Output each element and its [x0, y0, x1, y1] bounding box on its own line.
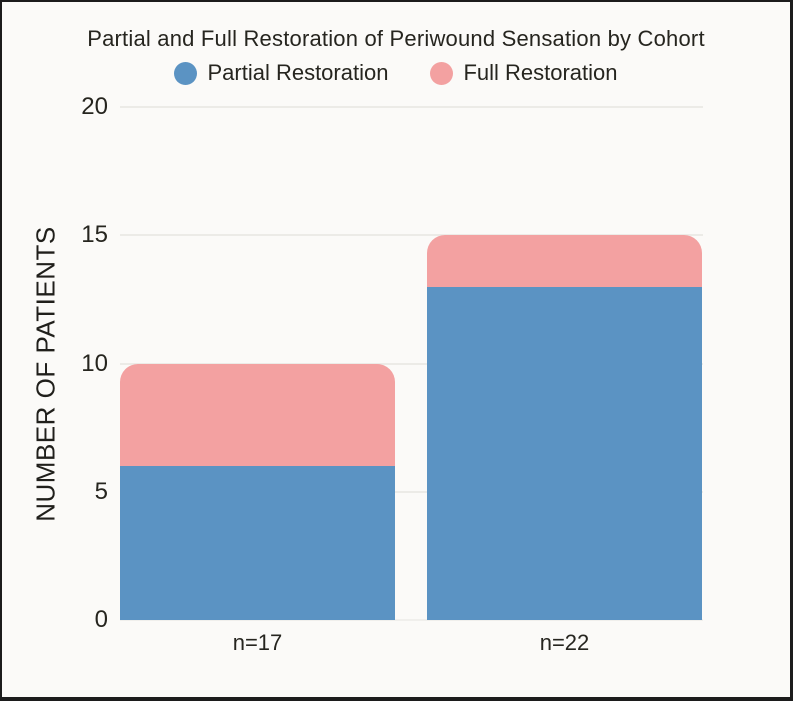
- legend: Partial Restoration Full Restoration: [2, 58, 790, 88]
- chart-title: Partial and Full Restoration of Periwoun…: [87, 26, 705, 51]
- gridline-0: [120, 619, 703, 621]
- gridline-10: [120, 362, 703, 365]
- legend-item-full-restoration: Full Restoration: [430, 60, 618, 86]
- gridline-20: [120, 106, 703, 108]
- y-tick-label-0: 0: [94, 606, 108, 633]
- bar-n=17-partial-segment: [120, 466, 395, 620]
- legend-label-full: Full Restoration: [463, 60, 618, 85]
- bar-n=22-partial-segment: [427, 286, 702, 620]
- x-tick-label-n=17: n=17: [232, 630, 283, 655]
- y-tick-label-20: 20: [81, 93, 108, 120]
- bar-n=17-full-segment: [120, 363, 395, 467]
- legend-label-partial: Partial Restoration: [207, 60, 389, 85]
- gridline-15: [120, 234, 703, 237]
- legend-item-partial-restoration: Partial Restoration: [174, 60, 388, 86]
- y-tick-label-10: 10: [81, 349, 108, 377]
- y-tick-label-5: 5: [94, 477, 108, 505]
- y-tick-label-15: 15: [81, 221, 108, 249]
- legend-swatch-partial-icon: [174, 61, 198, 85]
- legend-swatch-full-icon: [430, 61, 454, 85]
- gridline-5: [120, 490, 703, 493]
- bar-n=22-full-segment: [427, 235, 702, 287]
- x-tick-label-n=22: n=22: [539, 630, 590, 655]
